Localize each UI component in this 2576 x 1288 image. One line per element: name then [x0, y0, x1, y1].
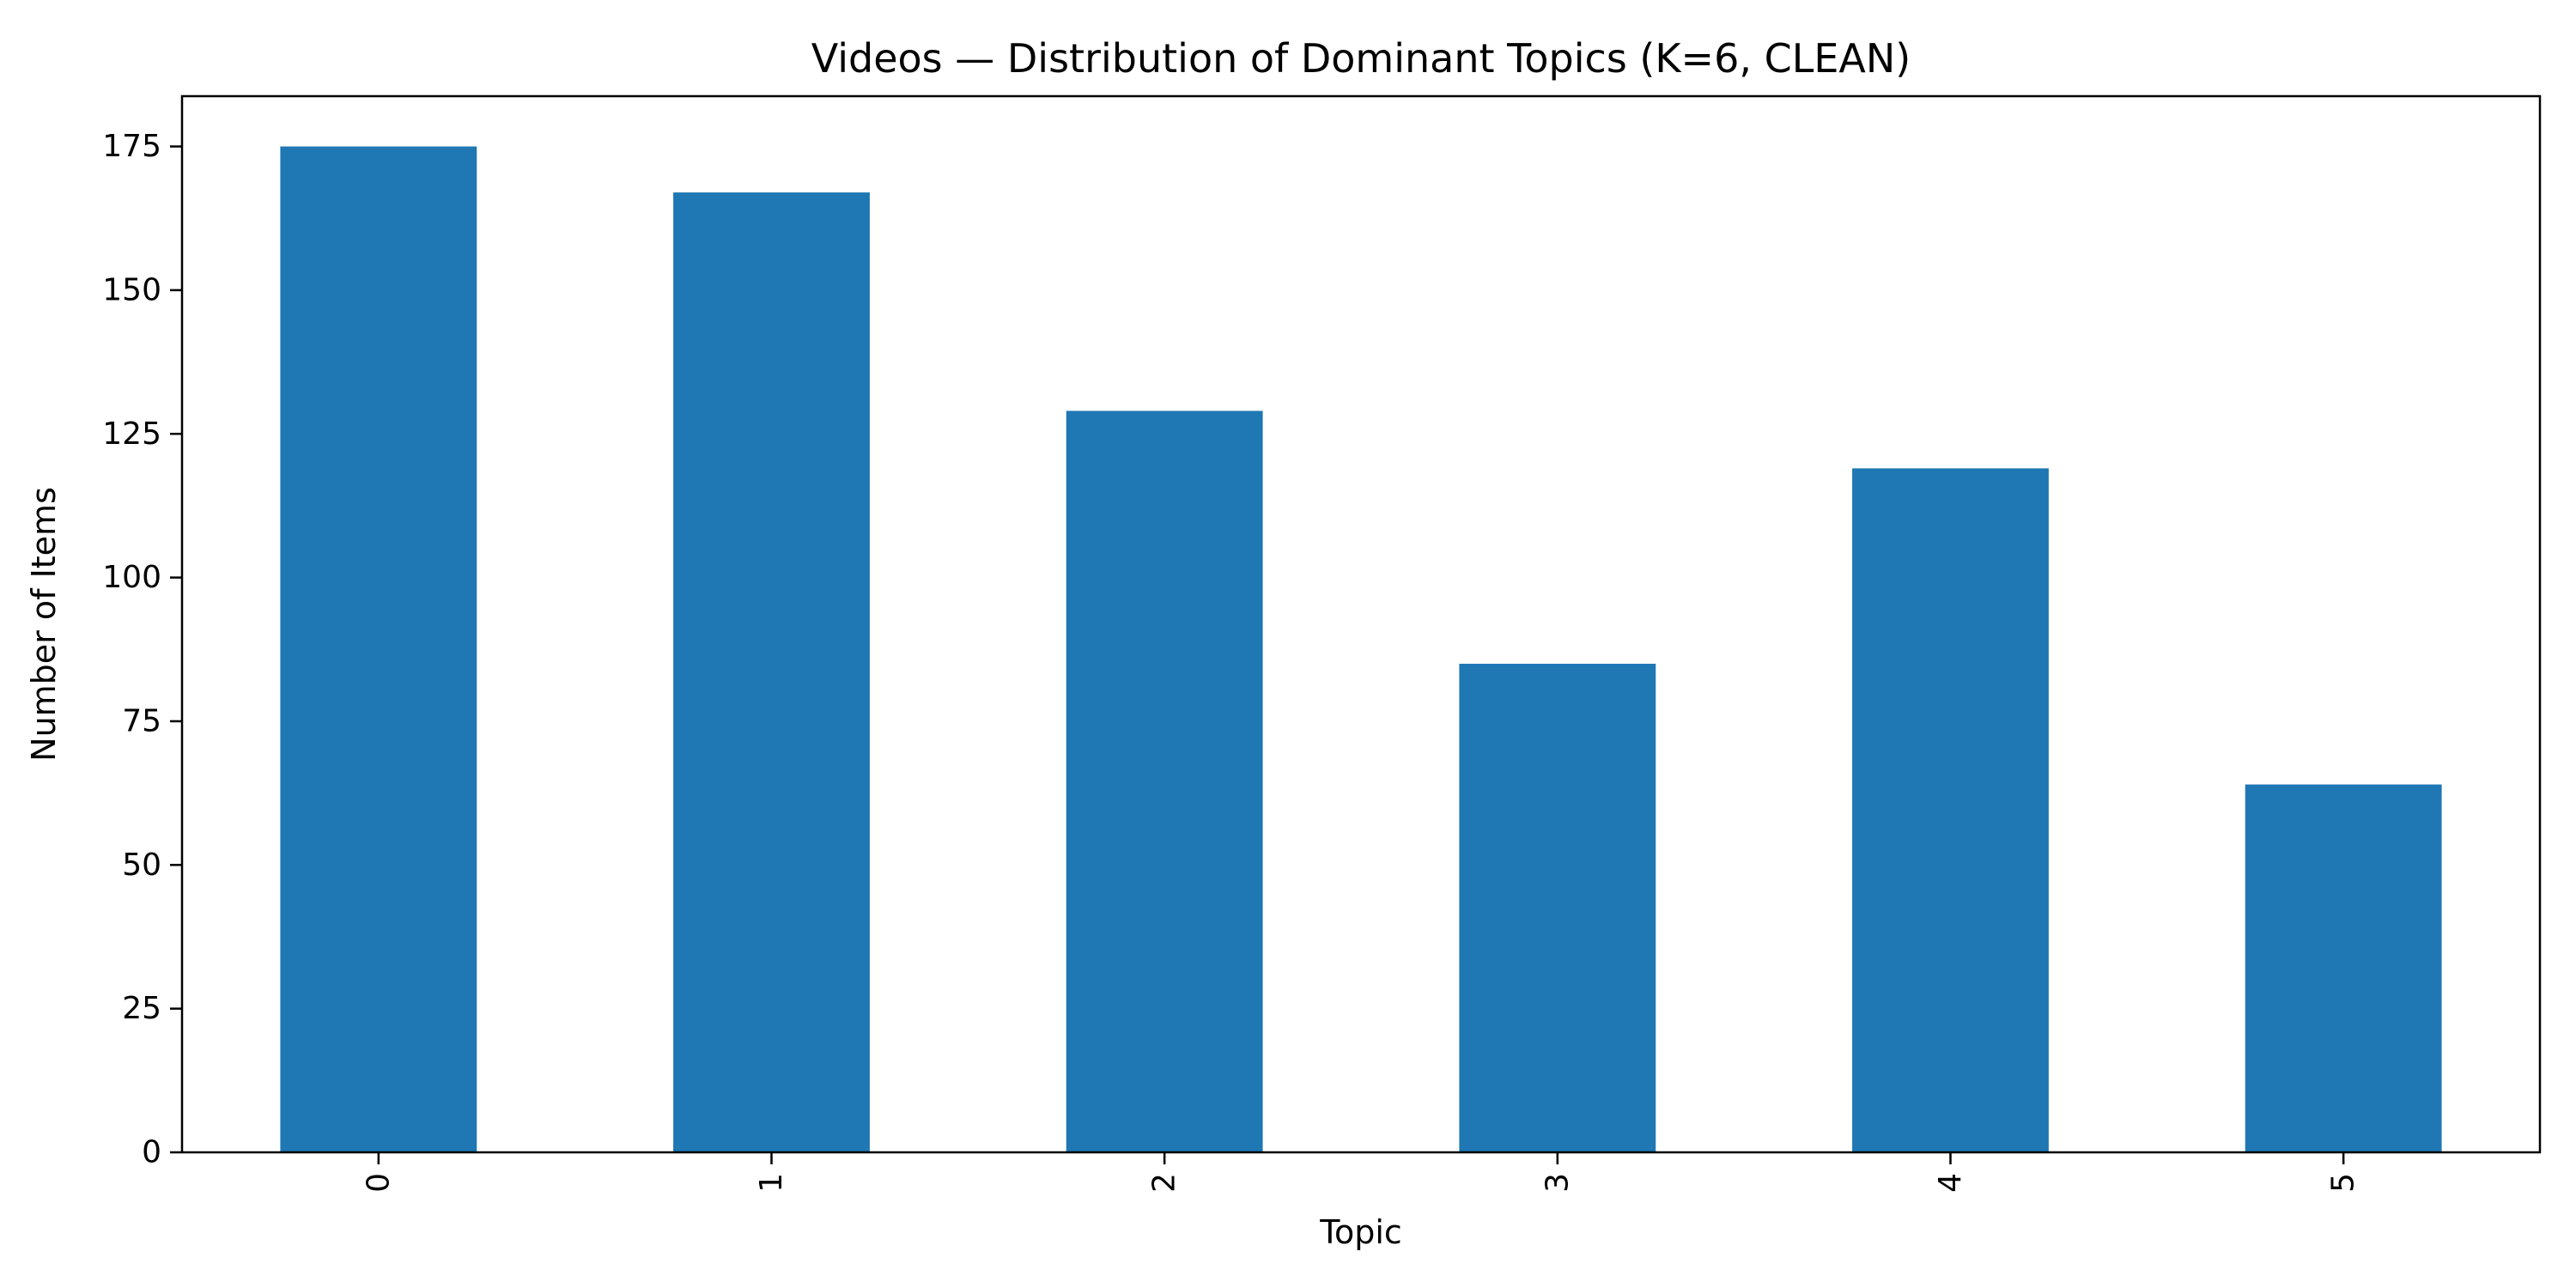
bars-layer [280, 146, 2442, 1153]
x-axis-label: Topic [1319, 1213, 1402, 1251]
chart-title: Videos — Distribution of Dominant Topics… [811, 35, 1911, 82]
y-tick-label-0: 0 [142, 1135, 161, 1170]
bar-topic-3 [1459, 664, 1656, 1152]
x-tick-label-4: 4 [1933, 1173, 1968, 1193]
bar-topic-2 [1066, 410, 1263, 1152]
y-tick-label-25: 25 [122, 991, 161, 1026]
x-tick-label-1: 1 [754, 1173, 789, 1193]
bar-topic-0 [280, 146, 477, 1153]
y-tick-label-50: 50 [122, 848, 161, 883]
x-tick-label-5: 5 [2326, 1173, 2361, 1193]
x-axis: 0 1 2 3 4 5 [361, 1152, 2361, 1193]
y-tick-label-175: 175 [102, 129, 161, 164]
plot-frame [180, 94, 2542, 1154]
y-tick-label-150: 150 [102, 272, 161, 307]
bar-topic-4 [1852, 468, 2049, 1152]
x-tick-label-3: 3 [1540, 1173, 1575, 1193]
y-tick-label-125: 125 [102, 416, 161, 452]
bar-topic-5 [2245, 784, 2442, 1152]
y-tick-label-75: 75 [122, 703, 161, 738]
x-tick-label-0: 0 [361, 1173, 396, 1193]
y-axis: 0 25 50 75 100 125 150 175 [102, 129, 182, 1170]
bar-topic-1 [673, 192, 870, 1153]
y-axis-label: Number of Items [25, 487, 63, 762]
x-tick-label-2: 2 [1147, 1173, 1182, 1193]
y-tick-label-100: 100 [102, 560, 161, 595]
